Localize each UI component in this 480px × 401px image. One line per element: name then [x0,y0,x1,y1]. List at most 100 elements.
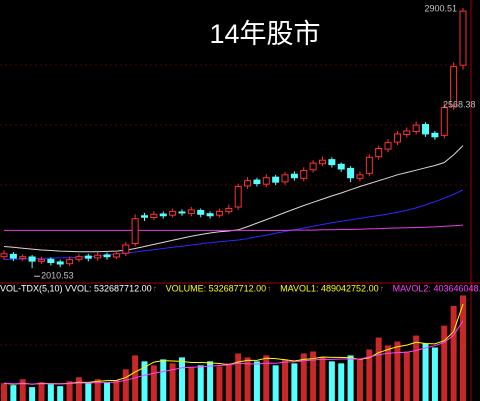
candle-body [206,213,214,217]
candle-body [403,130,411,135]
candle-body [281,174,289,183]
candle-body [225,207,233,213]
volume-bar [263,355,270,401]
candle-body [28,256,36,262]
candle-body [318,159,326,165]
candle-body [272,176,280,183]
candle-body [178,211,186,214]
volume-bar [29,387,36,401]
volume-bar [450,305,457,401]
volume-header: VOLUME: 532687712.00 [166,283,267,293]
candle-body [290,173,298,179]
candle-body [431,132,439,138]
volume-header: MAVOL2: 403646048.00 [393,283,480,293]
volume-bar [385,345,392,401]
volume-bar [197,365,204,401]
volume-bar [366,349,373,401]
volume-bar [75,377,82,401]
candle-body [234,186,242,208]
volume-bar [422,343,429,401]
candle-body [197,209,205,215]
volume-bar [66,381,73,401]
volume-bar [10,385,17,401]
candle-body [19,256,27,259]
candle-body [365,156,373,174]
volume-bar [122,369,129,401]
candle-body [47,258,55,264]
volume-bar [347,355,354,401]
volume-bar [300,353,307,401]
volume-bar [141,361,148,401]
volume-bar [356,359,363,401]
volume-bar [460,295,466,401]
arrow: ↑ [267,283,272,293]
candle-body [356,174,364,179]
candle-body [347,167,355,179]
volume-bar [1,383,7,401]
volume-header: VOL-TDX(5,10) VVOL: 532687712.00 [0,283,152,293]
volume-bar [413,335,420,401]
volume-bar [113,380,120,401]
candle-body [262,177,270,185]
candle-body [309,162,317,171]
volume-bar [94,379,101,401]
volume-bar [178,357,185,401]
candle-body [422,124,430,135]
volume-bar [216,366,223,401]
volume-bar [394,341,401,401]
volume-bar [328,361,335,401]
ma-line [4,224,464,231]
candle-body [337,163,345,170]
candle-body [412,124,420,133]
candle-body [141,215,149,218]
volume-bar [253,361,260,401]
candle-body [300,169,308,179]
candle-body [112,253,120,258]
volume-bar [207,361,214,401]
candle-body [375,148,383,158]
candle-body [159,213,167,217]
arrow: ↑ [153,283,158,293]
candle-body [0,253,8,258]
volume-bar [85,383,92,401]
volume-bar [403,351,410,401]
candle-body [215,210,223,216]
chart-title: 14年股市 [209,19,320,49]
candle-body [384,142,392,150]
volume-bar [150,365,157,401]
candle-body [122,244,130,254]
ma-line [3,320,464,385]
volume-bar [441,325,448,401]
volume-bar [310,351,317,401]
candle-body [244,180,252,187]
volume-bar [104,382,111,401]
candle-body [150,213,158,219]
volume-bar [47,384,54,401]
volume-bar [338,363,345,401]
ma-line [3,303,464,385]
candle-body [94,254,102,259]
low-label: 2010.53 [41,271,74,281]
candle-body [328,159,336,166]
candle-body [66,259,74,265]
candle-body [459,10,467,66]
volume-bar [282,359,289,401]
volume-bar [19,379,26,401]
candle-body [169,210,177,216]
volume-bar [225,363,232,401]
arrow: ↑ [380,283,385,293]
volume-bar [235,353,242,401]
volume-bar [57,386,64,401]
volume-bar [160,359,167,401]
candle-body [253,179,261,185]
high-label: 2900.51 [424,3,457,13]
volume-bar [272,365,279,401]
candle-body [75,256,83,260]
candle-body [450,66,458,107]
volume-bar [375,337,382,401]
candle-body [103,254,111,258]
candle-body [84,255,92,259]
volume-header: MAVOL1: 489042752.00 [280,283,378,293]
volume-bar [431,347,438,401]
